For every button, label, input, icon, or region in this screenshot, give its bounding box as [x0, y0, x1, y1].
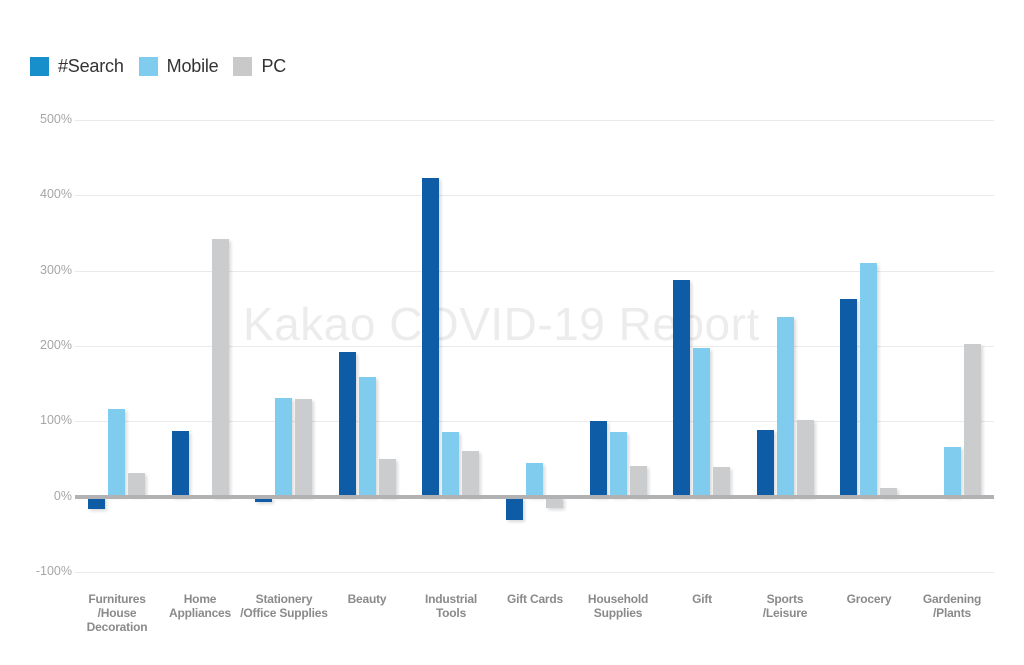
x-axis-label-line: Furnitures: [88, 592, 146, 606]
bar-pc-7: [713, 467, 730, 496]
x-axis-label-line: Household: [587, 592, 649, 606]
bar-search-8: [757, 430, 774, 497]
bar-pc-3: [379, 459, 396, 497]
bar-pc-2: [295, 399, 312, 497]
x-axis-label-line: /Plants: [933, 606, 971, 620]
x-axis-category-label: Furnitures/House Decoration: [69, 592, 165, 634]
bar-pc-8: [797, 420, 814, 497]
y-axis-tick-label: 400%: [40, 187, 72, 201]
gridline--100: [75, 572, 994, 573]
bar-mobile-8: [777, 317, 794, 497]
bar-search-4: [422, 178, 439, 497]
x-axis-label-line: Beauty: [347, 592, 387, 606]
legend-swatch-icon: [233, 57, 253, 76]
bar-search-2: [255, 497, 272, 502]
x-axis-label-line: /House Decoration: [86, 606, 148, 634]
legend-label: PC: [261, 56, 287, 76]
bar-pc-5: [546, 497, 563, 508]
legend-swatch-icon: [138, 57, 158, 76]
bar-pc-9: [880, 488, 897, 497]
bar-search-6: [590, 421, 607, 497]
x-axis-label-line: Tools: [435, 606, 467, 620]
bar-search-5: [506, 497, 523, 520]
bar-mobile-2: [275, 398, 292, 497]
y-axis-tick-label: -100%: [35, 564, 72, 578]
x-axis-category-label: Sports/Leisure: [737, 592, 833, 620]
x-axis-category-label: Household Supplies: [570, 592, 666, 620]
x-axis-label-line: /Office Supplies: [240, 606, 328, 620]
legend-item-2: Mobile: [138, 56, 219, 77]
gridline-500: [75, 120, 994, 121]
x-axis-category-label: Home Appliances: [152, 592, 248, 620]
y-axis-tick-label: 300%: [40, 263, 72, 277]
bar-pc-1: [212, 239, 229, 497]
x-axis-label-line: Gardening: [922, 592, 982, 606]
bar-mobile-9: [860, 263, 877, 497]
chart-legend: #Search Mobile PC: [30, 56, 286, 77]
x-axis-label-line: Appliances: [168, 606, 232, 620]
gridline-200: [75, 346, 994, 347]
x-axis-category-label: Stationery/Office Supplies: [236, 592, 332, 620]
legend-swatch-icon: [30, 57, 49, 76]
bar-search-7: [673, 280, 690, 497]
y-axis-tick-label: 200%: [40, 338, 72, 352]
bar-mobile-10: [944, 447, 961, 497]
x-axis-label-line: Sports: [766, 592, 804, 606]
bar-mobile-4: [442, 432, 459, 497]
bar-search-1: [172, 431, 189, 497]
bar-pc-6: [630, 466, 647, 497]
bar-pc-4: [462, 451, 479, 497]
gridline-100: [75, 421, 994, 422]
x-axis-label-line: Gift: [692, 592, 712, 606]
x-axis-label-line: Home: [183, 592, 217, 606]
gridline-400: [75, 195, 994, 196]
bar-mobile-5: [526, 463, 543, 497]
bar-search-0: [88, 497, 105, 509]
x-axis-label-line: Stationery: [255, 592, 313, 606]
x-axis-category-label: Gardening/Plants: [904, 592, 1000, 620]
x-axis-label-line: Supplies: [593, 606, 643, 620]
y-axis-tick-label: 500%: [40, 112, 72, 126]
legend-item-3: PC: [233, 56, 286, 77]
x-axis-label-line: Gift Cards: [506, 592, 563, 606]
x-axis-category-label: Industrial Tools: [403, 592, 499, 620]
bar-search-9: [840, 299, 857, 496]
bar-search-3: [339, 352, 356, 497]
legend-label: #Search: [58, 56, 124, 76]
x-axis-label-line: /Leisure: [762, 606, 808, 620]
bar-mobile-3: [359, 377, 376, 497]
x-axis-label-line: Industrial: [424, 592, 477, 606]
y-axis-tick-label: 0%: [53, 489, 72, 503]
x-axis-category-label: Beauty: [319, 592, 415, 606]
bar-mobile-6: [610, 432, 627, 497]
zero-axis-line: [75, 495, 994, 499]
gridline-300: [75, 271, 994, 272]
x-axis-category-label: Gift: [654, 592, 750, 606]
bar-pc-0: [128, 473, 145, 496]
bar-pc-10: [964, 344, 981, 496]
x-axis-category-label: Gift Cards: [487, 592, 583, 606]
x-axis-category-label: Grocery: [821, 592, 917, 606]
bar-mobile-0: [108, 409, 125, 496]
bar-mobile-7: [693, 348, 710, 497]
legend-label: Mobile: [166, 56, 219, 76]
x-axis-label-line: Grocery: [846, 592, 892, 606]
legend-item-1: #Search: [30, 56, 124, 77]
y-axis-tick-label: 100%: [40, 413, 72, 427]
